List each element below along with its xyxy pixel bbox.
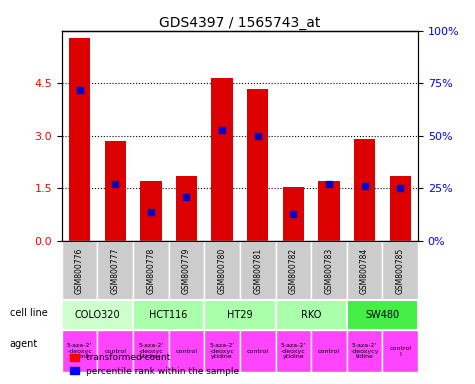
Text: control: control <box>175 349 198 354</box>
Text: GSM800783: GSM800783 <box>324 247 333 294</box>
Text: control: control <box>247 349 269 354</box>
FancyBboxPatch shape <box>276 300 347 330</box>
Text: COLO320: COLO320 <box>75 310 120 320</box>
FancyBboxPatch shape <box>133 330 169 372</box>
FancyBboxPatch shape <box>62 330 97 372</box>
FancyBboxPatch shape <box>133 241 169 300</box>
Text: GSM800785: GSM800785 <box>396 247 405 294</box>
Text: cell line: cell line <box>10 308 47 318</box>
Bar <box>318 182 340 241</box>
FancyBboxPatch shape <box>62 241 97 300</box>
Text: GSM800778: GSM800778 <box>146 247 155 294</box>
FancyBboxPatch shape <box>347 241 382 300</box>
FancyBboxPatch shape <box>204 300 276 330</box>
Bar <box>354 139 375 241</box>
FancyBboxPatch shape <box>382 330 418 372</box>
Bar <box>176 176 197 241</box>
Text: 5-aza-2'
-deoxyc
ytidine: 5-aza-2' -deoxyc ytidine <box>281 343 306 359</box>
Text: GSM800776: GSM800776 <box>75 247 84 294</box>
FancyBboxPatch shape <box>133 300 204 330</box>
Bar <box>247 89 268 241</box>
Text: GSM800782: GSM800782 <box>289 248 298 294</box>
FancyBboxPatch shape <box>347 300 418 330</box>
Text: GSM800779: GSM800779 <box>182 247 191 294</box>
Bar <box>283 187 304 241</box>
Text: SW480: SW480 <box>365 310 399 320</box>
Text: 5-aza-2'
-deoxyc
ytidine: 5-aza-2' -deoxyc ytidine <box>209 343 235 359</box>
FancyBboxPatch shape <box>347 330 382 372</box>
Bar <box>211 78 233 241</box>
Text: control: control <box>104 349 126 354</box>
FancyBboxPatch shape <box>204 241 240 300</box>
FancyBboxPatch shape <box>97 241 133 300</box>
Bar <box>390 176 411 241</box>
Bar <box>69 38 90 241</box>
Text: control
l: control l <box>389 346 411 356</box>
Text: control: control <box>318 349 340 354</box>
FancyBboxPatch shape <box>240 330 276 372</box>
Bar <box>104 141 126 241</box>
Text: agent: agent <box>10 339 38 349</box>
Text: RKO: RKO <box>301 310 321 320</box>
Text: 5-aza-2'
-deoxyc
ytidine: 5-aza-2' -deoxyc ytidine <box>138 343 163 359</box>
FancyBboxPatch shape <box>240 241 276 300</box>
Text: GSM800784: GSM800784 <box>360 247 369 294</box>
FancyBboxPatch shape <box>62 300 133 330</box>
FancyBboxPatch shape <box>311 241 347 300</box>
Text: 5-aza-2'
-deoxyc
ytidine: 5-aza-2' -deoxyc ytidine <box>67 343 92 359</box>
FancyBboxPatch shape <box>276 241 311 300</box>
Text: HCT116: HCT116 <box>150 310 188 320</box>
Text: HT29: HT29 <box>227 310 253 320</box>
Text: 5-aza-2'
-deoxycy
tidine: 5-aza-2' -deoxycy tidine <box>350 343 379 359</box>
Text: GSM800781: GSM800781 <box>253 248 262 294</box>
FancyBboxPatch shape <box>204 330 240 372</box>
FancyBboxPatch shape <box>97 330 133 372</box>
FancyBboxPatch shape <box>276 330 311 372</box>
Title: GDS4397 / 1565743_at: GDS4397 / 1565743_at <box>159 16 321 30</box>
Text: GSM800780: GSM800780 <box>218 247 227 294</box>
FancyBboxPatch shape <box>169 241 204 300</box>
Text: GSM800777: GSM800777 <box>111 247 120 294</box>
FancyBboxPatch shape <box>169 330 204 372</box>
Bar <box>140 182 162 241</box>
Legend: transformed count, percentile rank within the sample: transformed count, percentile rank withi… <box>66 350 243 379</box>
FancyBboxPatch shape <box>311 330 347 372</box>
FancyBboxPatch shape <box>382 241 418 300</box>
